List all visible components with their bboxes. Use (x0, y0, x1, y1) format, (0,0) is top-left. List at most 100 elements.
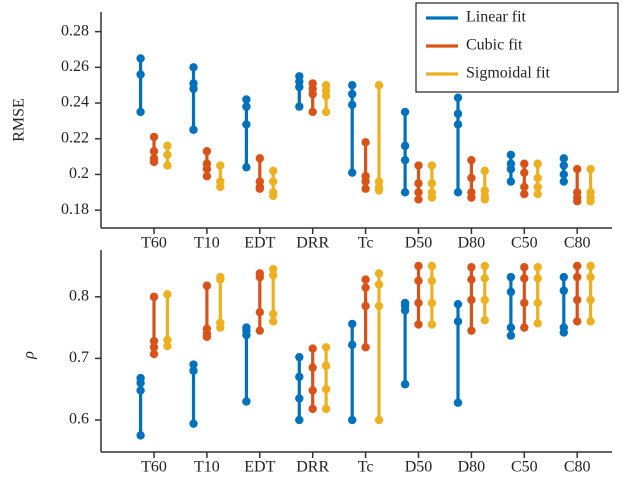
dot (308, 107, 317, 117)
dot (361, 301, 370, 311)
dot (321, 404, 331, 414)
dot (559, 177, 568, 186)
dot (321, 361, 331, 370)
dot (453, 299, 463, 309)
dot (427, 179, 437, 188)
dot (520, 168, 529, 177)
dot (163, 150, 172, 160)
x-tick-label: T60 (141, 459, 167, 476)
x-tick-label: T10 (194, 235, 220, 252)
dot (559, 272, 568, 282)
dot (202, 164, 212, 174)
dot (467, 326, 476, 335)
dot (255, 326, 264, 335)
dot (348, 415, 357, 425)
dot (533, 189, 542, 199)
dot (573, 317, 582, 326)
dot (216, 275, 225, 284)
dot (136, 54, 145, 63)
dot (506, 177, 516, 186)
dot (533, 159, 542, 168)
dot (586, 261, 595, 271)
dot (533, 182, 542, 192)
dot (586, 295, 595, 305)
dot (295, 415, 304, 425)
dot (295, 372, 304, 382)
dot (242, 95, 251, 104)
dot (400, 107, 410, 117)
dot (427, 193, 437, 202)
dot (136, 378, 145, 388)
dot (453, 317, 463, 326)
dot (427, 298, 437, 308)
dot (506, 287, 516, 297)
dot (216, 323, 225, 332)
dot (414, 276, 423, 285)
x-tick-label: C50 (511, 459, 538, 476)
dot (321, 343, 331, 352)
dot (189, 84, 198, 93)
dot (136, 107, 145, 117)
dot (480, 195, 489, 204)
dot (480, 261, 489, 271)
x-tick-label: C80 (564, 459, 591, 476)
dot (573, 164, 582, 174)
dot (520, 189, 529, 199)
x-tick-label: D50 (405, 235, 433, 252)
x-tick-label: C50 (511, 235, 538, 252)
dot (414, 179, 423, 188)
dot (573, 295, 582, 305)
dot (149, 132, 159, 142)
dot (414, 261, 423, 271)
x-tick-label: T10 (194, 459, 220, 476)
dot (348, 89, 357, 99)
dot (189, 366, 198, 375)
dot (321, 91, 331, 101)
y-tick-label: 0.22 (61, 129, 89, 146)
dot (374, 280, 384, 289)
dot (374, 186, 384, 195)
dot (149, 147, 159, 156)
dot (520, 298, 529, 308)
dot (506, 164, 516, 174)
legend-label: Cubic fit (466, 37, 523, 54)
y-tick-label: 0.28 (61, 22, 89, 39)
dot (269, 271, 278, 280)
dot (559, 286, 568, 295)
dot (255, 184, 264, 193)
dot (467, 155, 476, 165)
dot (269, 166, 278, 176)
y-tick-label: 0.2 (69, 165, 89, 182)
dot (400, 380, 410, 389)
dot (163, 335, 172, 345)
dot (414, 320, 423, 329)
dot (163, 161, 172, 170)
dot (348, 100, 357, 110)
dot (295, 82, 304, 92)
dot (136, 431, 145, 440)
dot (348, 168, 357, 177)
dot (216, 182, 225, 192)
dot (374, 269, 384, 278)
dot (269, 309, 278, 319)
dot (361, 138, 370, 147)
dot (533, 298, 542, 308)
dot (361, 343, 370, 352)
y-axis-label: ρ (21, 351, 38, 360)
y-tick-label: 0.26 (61, 58, 89, 75)
dot (533, 263, 542, 272)
y-tick-label: 0.8 (69, 287, 89, 304)
dot (573, 272, 582, 282)
dot (467, 275, 476, 284)
dot (361, 184, 370, 193)
x-tick-label: DRR (296, 235, 329, 252)
dot (453, 109, 463, 118)
dot (149, 292, 159, 302)
dot (202, 147, 212, 156)
dot (348, 80, 357, 90)
dot (400, 188, 410, 197)
dot (202, 172, 212, 181)
dot (480, 274, 489, 283)
dot (295, 352, 304, 362)
